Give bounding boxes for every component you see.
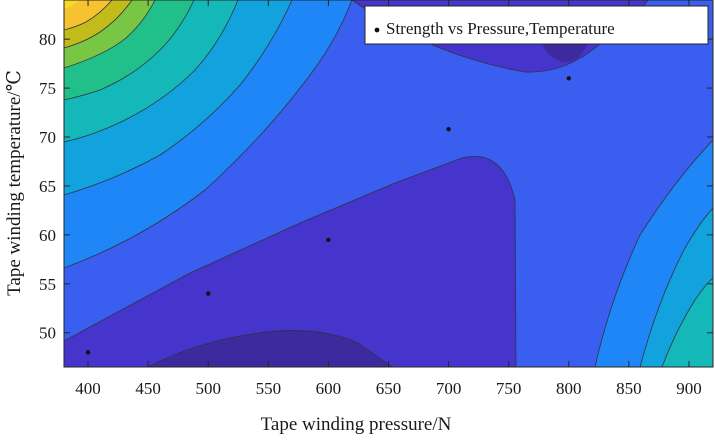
contour-band-left-7 <box>64 0 112 30</box>
x-tick-label: 850 <box>616 379 642 398</box>
contour-line-valley-deepest <box>147 330 393 367</box>
y-tick-label: 60 <box>39 226 56 245</box>
x-tick-label: 550 <box>256 379 282 398</box>
plot-area <box>64 0 713 367</box>
y-tick-label: 70 <box>39 128 56 147</box>
contour-lines-left <box>64 0 353 269</box>
y-tick-label: 65 <box>39 177 56 196</box>
contour-band-left-8 <box>64 0 80 9</box>
contour-lines-right <box>594 139 713 367</box>
x-tick-label: 450 <box>135 379 161 398</box>
scatter-point <box>326 237 331 242</box>
y-tick-label: 75 <box>39 79 56 98</box>
x-tick-label: 500 <box>195 379 221 398</box>
legend-marker <box>374 27 380 33</box>
y-tick-label: 50 <box>39 324 56 343</box>
legend-entry: Strength vs Pressure,Temperature <box>386 19 615 38</box>
x-tick-label: 750 <box>496 379 522 398</box>
x-axis-title: Tape winding pressure/N <box>261 414 452 435</box>
y-tick-label: 80 <box>39 30 56 49</box>
legend-box <box>364 5 709 45</box>
scatter-point <box>566 76 571 81</box>
x-axis: 400 450 500 550 600 650 700 750 800 850 900 <box>75 0 702 398</box>
y-axis: 50 55 60 65 70 75 80 <box>39 30 713 343</box>
contour-band-right-3 <box>662 278 713 367</box>
x-tick-label: 400 <box>75 379 101 398</box>
x-tick-label: 800 <box>556 379 582 398</box>
contour-band-valley-low <box>64 156 516 367</box>
x-tick-label: 900 <box>676 379 702 398</box>
y-axis-title: Tape winding temperature/℃ <box>4 70 25 296</box>
contour-band-top-spot <box>540 40 588 62</box>
scatter-series <box>85 76 571 355</box>
scatter-point <box>446 126 451 132</box>
y-tick-label: 55 <box>39 275 56 294</box>
x-tick-label: 650 <box>376 379 402 398</box>
legend: Strength vs Pressure,Temperature <box>364 5 709 45</box>
scatter-point <box>85 350 91 355</box>
x-tick-label: 700 <box>436 379 462 398</box>
x-tick-label: 600 <box>316 379 342 398</box>
contour-band-valley-deepest <box>148 330 392 367</box>
contour-line-valley-low <box>64 156 517 367</box>
scatter-point <box>206 291 211 296</box>
